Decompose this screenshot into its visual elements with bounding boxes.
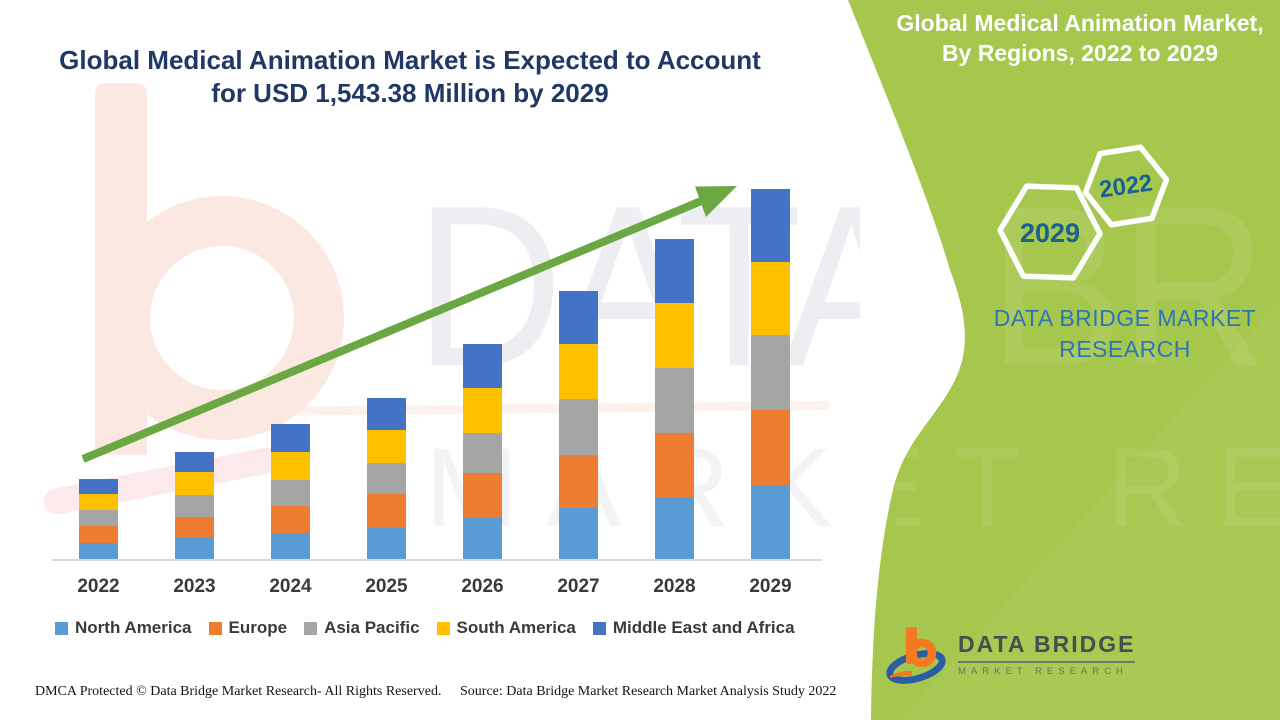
bar-segment-europe [175, 516, 214, 538]
chart-title-line2: for USD 1,543.38 Million by 2029 [211, 78, 609, 108]
company-logo: DATA BRIDGE MARKET RESEARCH [886, 624, 1136, 684]
brand-wordmark: DATA BRIDGE MARKET RESEARCH [975, 303, 1275, 365]
bar-segment-north-america [271, 533, 310, 559]
bar-2028 [655, 239, 694, 559]
company-logo-subtitle: MARKET RESEARCH [958, 666, 1128, 677]
legend-item-europe: Europe [208, 618, 288, 638]
bar-segment-south-america [175, 472, 214, 495]
bar-segment-middle-east-and-africa [559, 291, 598, 345]
bar-segment-middle-east-and-africa [271, 424, 310, 452]
bar-segment-south-america [655, 302, 694, 368]
company-logo-icon [886, 627, 946, 684]
company-logo-name: DATA BRIDGE [958, 631, 1136, 663]
legend-swatch-north-america [55, 621, 68, 635]
x-axis-label-2022: 2022 [77, 576, 120, 597]
brand-wordmark-line1: DATA BRIDGE MARKET [993, 305, 1257, 331]
bar-segment-europe [79, 526, 118, 544]
x-axis-label-2029: 2029 [749, 576, 792, 597]
bar-segment-asia-pacific [655, 367, 694, 433]
panel-title-line1: Global Medical Animation Market, [896, 10, 1264, 36]
bar-segment-north-america [367, 527, 406, 559]
legend-swatch-asia-pacific [304, 621, 318, 635]
legend-label-europe: Europe [228, 618, 288, 637]
bar-segment-south-america [79, 494, 118, 511]
x-axis-label-2026: 2026 [461, 576, 504, 597]
legend-item-south-america: South America [436, 618, 576, 638]
bar-segment-south-america [271, 451, 310, 480]
dmca-notice: DMCA Protected © Data Bridge Market Rese… [35, 684, 442, 699]
x-axis-label-2025: 2025 [365, 576, 408, 597]
bar-segment-north-america [655, 496, 694, 559]
bar-segment-middle-east-and-africa [367, 398, 406, 430]
bar-2022 [79, 479, 118, 559]
panel-title-line2: By Regions, 2022 to 2029 [941, 40, 1219, 66]
chart-legend: North America Europe Asia Pacific South Ame… [55, 618, 795, 638]
bar-segment-asia-pacific [559, 399, 598, 455]
bar-segment-middle-east-and-africa [463, 344, 502, 389]
bar-2025 [367, 398, 406, 559]
bar-segment-asia-pacific [79, 510, 118, 527]
bar-2027 [559, 291, 598, 559]
company-logo-text: DATA BRIDGE MARKET RESEARCH [958, 631, 1136, 677]
legend-swatch-south-america [436, 621, 450, 635]
brand-wordmark-line2: RESEARCH [1059, 336, 1191, 362]
hexagon-year-2029: 2029 [1019, 218, 1081, 248]
x-axis-label-2027: 2027 [557, 576, 600, 597]
bar-segment-europe [559, 454, 598, 508]
bar-segment-south-america [751, 261, 790, 336]
legend-label-middle-east-and-africa: Middle East and Africa [612, 618, 795, 637]
bar-2024 [271, 424, 310, 559]
bar-segment-middle-east-and-africa [751, 188, 790, 262]
bar-segment-europe [751, 410, 790, 485]
bar-segment-asia-pacific [271, 479, 310, 506]
bar-segment-north-america [559, 507, 598, 559]
panel-title: Global Medical Animation Market, By Regi… [890, 8, 1270, 68]
bar-segment-asia-pacific [367, 463, 406, 494]
bar-2026 [463, 344, 502, 559]
bar-segment-north-america [79, 543, 118, 559]
bar-segment-asia-pacific [751, 335, 790, 411]
legend-label-north-america: North America [75, 618, 192, 637]
legend-swatch-middle-east-and-africa [592, 621, 606, 635]
chart-title: Global Medical Animation Market is Expec… [55, 44, 765, 110]
legend-swatch-europe [208, 621, 222, 635]
bar-2029 [751, 188, 790, 559]
bar-segment-north-america [463, 517, 502, 559]
x-axis-label-2023: 2023 [173, 576, 216, 597]
bar-segment-middle-east-and-africa [79, 479, 118, 495]
x-axis-label-2028: 2028 [653, 576, 696, 597]
bar-segment-europe [271, 505, 310, 534]
bar-segment-europe [367, 493, 406, 528]
bar-segment-south-america [559, 344, 598, 400]
bar-2023 [175, 452, 214, 559]
chart-title-line1: Global Medical Animation Market is Expec… [59, 45, 761, 75]
legend-label-south-america: South America [456, 618, 576, 637]
legend-item-asia-pacific: Asia Pacific [304, 618, 420, 638]
bar-segment-north-america [175, 537, 214, 559]
legend-label-asia-pacific: Asia Pacific [324, 618, 420, 637]
source-note: Source: Data Bridge Market Research Mark… [460, 684, 837, 699]
trend-arrow [81, 186, 737, 463]
bar-segment-south-america [463, 388, 502, 433]
x-axis-line [52, 559, 822, 561]
bar-segment-asia-pacific [175, 494, 214, 517]
legend-item-north-america: North America [55, 618, 192, 638]
bar-segment-asia-pacific [463, 432, 502, 473]
trend-arrowhead [695, 186, 737, 217]
legend-item-middle-east-and-africa: Middle East and Africa [592, 618, 795, 638]
bar-segment-europe [463, 472, 502, 518]
bar-segment-middle-east-and-africa [655, 239, 694, 303]
bar-segment-south-america [367, 429, 406, 464]
x-axis-label-2024: 2024 [269, 576, 312, 597]
bar-segment-middle-east-and-africa [175, 452, 214, 473]
bar-segment-north-america [751, 484, 790, 559]
bar-segment-europe [655, 432, 694, 497]
